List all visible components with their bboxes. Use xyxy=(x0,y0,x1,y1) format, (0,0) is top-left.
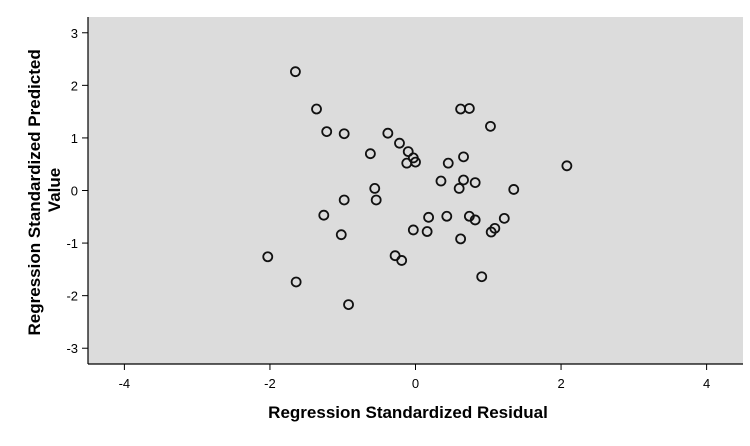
y-axis-ticks: -3 -2 -1 0 1 2 3 xyxy=(66,26,88,356)
y-tick-label: 3 xyxy=(71,26,78,41)
scatter-point xyxy=(421,226,433,237)
scatter-point xyxy=(262,251,274,263)
scatter-point xyxy=(407,224,419,236)
y-tick-label: 2 xyxy=(71,78,78,93)
scatter-point xyxy=(442,157,454,169)
x-axis-ticks: -4 -2 0 2 4 xyxy=(119,364,710,391)
scatter-point xyxy=(469,214,481,226)
scatter-point xyxy=(463,103,475,114)
scatter-point xyxy=(396,255,408,266)
scatter-point xyxy=(423,211,435,223)
scatter-point xyxy=(370,194,382,206)
x-tick-label: 0 xyxy=(412,376,419,391)
scatter-point xyxy=(476,271,488,283)
scatter-point xyxy=(290,276,302,288)
scatter-point xyxy=(364,148,376,160)
scatter-point xyxy=(410,156,421,168)
scatter-point xyxy=(469,177,481,189)
scatter-point xyxy=(338,128,350,140)
scatter-point xyxy=(561,160,573,172)
scatter-point xyxy=(394,137,405,149)
x-tick-label: 2 xyxy=(557,376,564,391)
x-tick-label: 4 xyxy=(703,376,710,391)
scatter-point xyxy=(343,299,354,310)
plot-area xyxy=(88,17,743,364)
scatter-point xyxy=(369,182,381,194)
scatter-point xyxy=(455,233,467,245)
data-points xyxy=(262,66,573,310)
y-tick-label: 0 xyxy=(71,184,78,199)
scatter-point xyxy=(402,146,414,157)
y-tick-label: -1 xyxy=(66,236,78,251)
scatter-point xyxy=(338,194,350,206)
scatter-point xyxy=(435,175,447,187)
y-axis-title: Regression Standardized Predicted Value xyxy=(25,45,64,336)
x-axis-title: Regression Standardized Residual xyxy=(268,403,548,422)
y-tick-label: -3 xyxy=(66,341,78,356)
scatter-point xyxy=(453,182,465,194)
y-tick-label: -2 xyxy=(66,289,78,304)
x-tick-label: -4 xyxy=(119,376,131,391)
scatter-point xyxy=(458,174,469,186)
scatter-point xyxy=(498,212,510,224)
scatter-point xyxy=(382,127,394,139)
scatter-point xyxy=(458,151,469,163)
y-tick-label: 1 xyxy=(71,131,78,146)
y-axis-title-line-1: Regression Standardized Predicted xyxy=(25,49,44,335)
y-axis-title-line-2: Value xyxy=(45,168,64,212)
scatter-point xyxy=(321,126,333,138)
scatter-point xyxy=(290,66,301,78)
scatter-point xyxy=(318,209,330,221)
scatter-point xyxy=(335,229,347,241)
scatter-point xyxy=(508,184,520,195)
scatter-point xyxy=(489,222,501,234)
x-tick-label: -2 xyxy=(264,376,276,391)
scatter-point xyxy=(311,103,322,115)
scatter-point xyxy=(485,120,496,132)
scatter-point xyxy=(441,210,453,222)
